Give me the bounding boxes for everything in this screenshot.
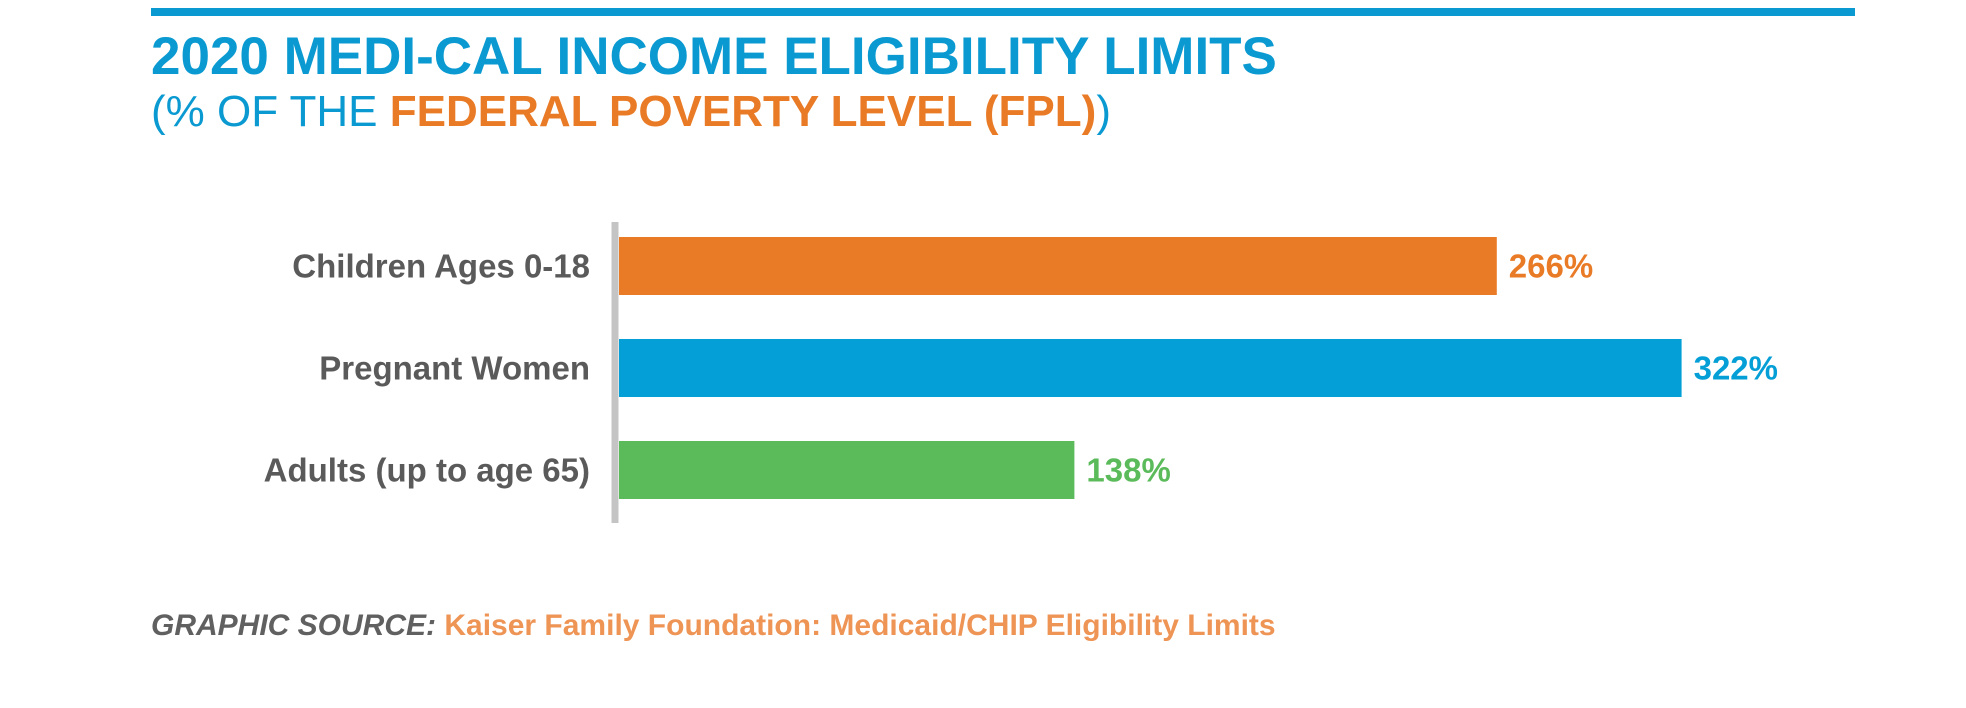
category-label-children-ages-0-18: Children Ages 0-18 <box>292 248 590 285</box>
value-label-pregnant-women: 322% <box>1694 350 1778 387</box>
chart-title: 2020 MEDI-CAL INCOME ELIGIBILITY LIMITS <box>151 27 1277 86</box>
chart-subtitle: (% OF THE FEDERAL POVERTY LEVEL (FPL)) <box>151 86 1111 138</box>
value-label-children-ages-0-18: 266% <box>1509 248 1593 285</box>
graphic-source: GRAPHIC SOURCE: Kaiser Family Foundation… <box>151 608 1276 644</box>
subtitle-open: (% OF THE <box>151 87 390 136</box>
top-rule <box>151 8 1855 16</box>
source-label: GRAPHIC SOURCE: <box>151 609 437 642</box>
bar-pregnant-women <box>619 339 1682 397</box>
chart-bars: Children Ages 0-18 266% Pregnant Women 322%… <box>264 237 1778 499</box>
source-link[interactable]: Kaiser Family Foundation: Medicaid/CHIP … <box>444 609 1276 642</box>
subtitle-accent: FEDERAL POVERTY LEVEL (FPL) <box>389 87 1097 136</box>
category-label-pregnant-women: Pregnant Women <box>319 350 590 387</box>
subtitle-close: ) <box>1096 87 1111 136</box>
category-label-adults-up-to-age-65: Adults (up to age 65) <box>264 452 590 489</box>
bar-adults-up-to-age-65 <box>619 441 1075 499</box>
value-label-adults-up-to-age-65: 138% <box>1086 452 1170 489</box>
bar-children-ages-0-18 <box>619 237 1497 295</box>
